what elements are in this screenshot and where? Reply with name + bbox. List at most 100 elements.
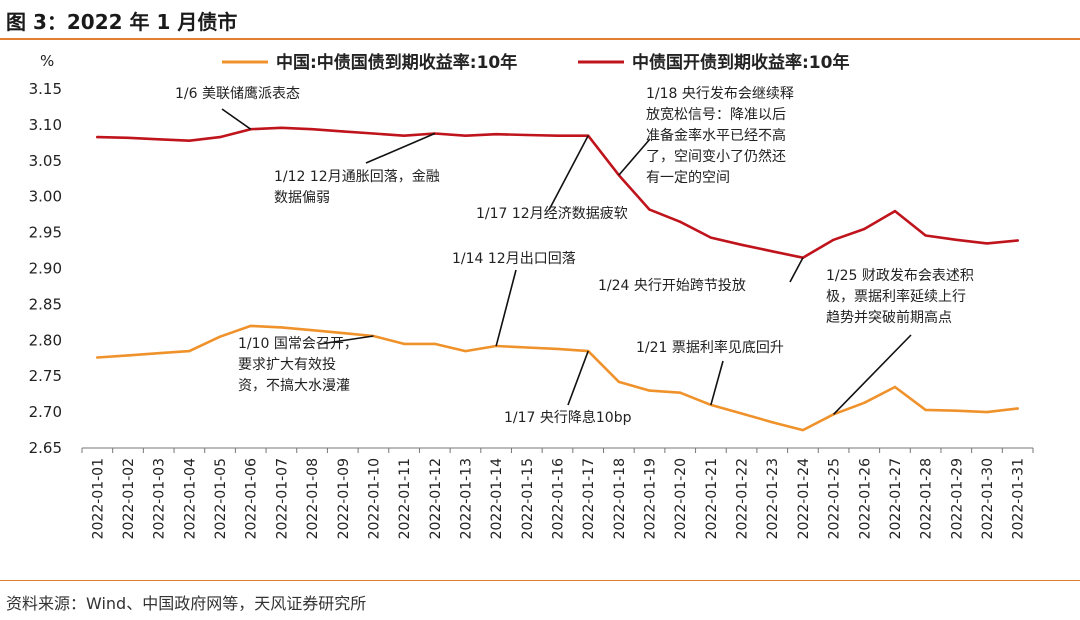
annotation-line: 趋势并突破前期高点	[826, 309, 952, 326]
annotation-line: 1/6 美联储鹰派表态	[175, 86, 300, 102]
figure-title: 图 3：2022 年 1 月债市	[6, 10, 238, 34]
data-point	[310, 329, 314, 332]
annotation-leader	[221, 108, 252, 130]
x-tick-label: 2022-01-17	[581, 458, 597, 539]
x-axis: 2022-01-01 2022-01-02 2022-01-03 2022-01-04…	[81, 447, 1034, 539]
x-tick-label: 2022-01-22	[735, 458, 751, 539]
x-tick-label: 2022-01-11	[397, 458, 413, 539]
data-point	[433, 342, 436, 346]
x-tick-label: 2022-01-06	[244, 458, 260, 539]
data-point	[280, 326, 283, 329]
data-point	[771, 250, 774, 253]
annotation-leader	[365, 132, 436, 164]
x-tick-label: 2022-01-30	[980, 458, 996, 539]
y-tick-label: 2.80	[29, 331, 62, 349]
data-point	[402, 134, 406, 137]
top-rule	[0, 38, 1080, 40]
annotation-line: 1/21 票据利率见底回升	[636, 339, 784, 356]
annotation-text: 1/25 财政发布会表述积极，票据利率延续上行趋势并突破前期高点	[826, 268, 974, 326]
data-point	[464, 349, 467, 353]
data-point	[832, 238, 835, 241]
data-point	[157, 138, 160, 141]
x-tick-label: 2022-01-07	[274, 458, 290, 539]
x-tick-label: 2022-01-19	[643, 458, 659, 539]
x-tick-label: 2022-01-03	[152, 458, 168, 539]
y-axis: 3.15 3.10 3.05 3.00 2.95 2.90 2.85 2.80 2.75 2.70…	[29, 80, 62, 457]
data-point	[924, 234, 927, 237]
x-tick-label: 2022-01-21	[704, 458, 720, 539]
x-tick-label: 2022-01-24	[796, 458, 812, 539]
data-point	[218, 335, 222, 338]
data-point	[740, 412, 743, 415]
legend-entry: 中国:中债国债到期收益率:10年	[276, 52, 517, 73]
x-tick-label: 2022-01-04	[182, 458, 198, 539]
annotation-text: 1/6 美联储鹰派表态	[175, 86, 300, 102]
source-note: 资料来源：Wind、中国政府网等，天风证券研究所	[6, 594, 367, 613]
x-tick-label: 2022-01-15	[520, 458, 536, 539]
legend: 中国:中债国债到期收益率:10年 中债国开债到期收益率:10年	[222, 52, 849, 73]
data-point	[494, 133, 498, 136]
legend-entry: 中债国开债到期收益率:10年	[632, 52, 849, 73]
data-point	[402, 342, 406, 346]
y-tick-label: 2.65	[29, 439, 62, 457]
bottom-rule	[0, 580, 1080, 581]
data-point	[709, 236, 713, 239]
x-tick-label: 2022-01-08	[305, 458, 321, 539]
x-tick-label: 2022-01-09	[336, 458, 352, 539]
data-point	[525, 133, 529, 137]
annotation-text: 1/21 票据利率见底回升	[636, 339, 784, 356]
annotation-leader	[833, 334, 912, 415]
y-tick-label: 2.75	[29, 367, 62, 385]
annotation-line: 数据偏弱	[274, 190, 330, 206]
x-tick-label: 2022-01-31	[1011, 458, 1027, 539]
annotation-text: 1/18 央行发布会继续释放宽松信号：降准以后准备金率水平已经不高了，空间变小了…	[646, 85, 794, 186]
annotation-leader	[319, 335, 374, 345]
x-tick-label: 2022-01-29	[949, 458, 965, 539]
data-point	[617, 380, 621, 384]
data-point	[985, 242, 989, 245]
data-point	[96, 356, 99, 359]
annotation-line: 1/18 央行发布会继续释	[646, 85, 794, 102]
x-tick-label: 2022-01-25	[827, 458, 843, 539]
annotation-leader	[789, 257, 804, 283]
data-point	[525, 346, 529, 349]
data-point	[893, 209, 897, 213]
x-tick-label: 2022-01-20	[673, 458, 689, 539]
x-tick-label: 2022-01-10	[366, 458, 382, 539]
annotation-line: 1/14 12月出口回落	[452, 251, 576, 267]
data-point	[126, 354, 130, 357]
data-point	[1016, 407, 1019, 410]
y-tick-label: 2.85	[29, 295, 62, 313]
data-point	[679, 220, 682, 224]
annotation-leader	[618, 138, 651, 176]
annotation-text: 1/17 央行降息10bp	[504, 409, 632, 426]
annotation-line: 1/12 12月通胀回落，金融	[274, 169, 440, 185]
data-point	[924, 408, 927, 412]
data-point	[310, 128, 314, 131]
annotation-line: 要求扩大有效投	[238, 357, 336, 373]
data-point	[648, 389, 651, 392]
annotation-text: 1/12 12月通胀回落，金融数据偏弱	[274, 169, 440, 206]
data-point	[96, 135, 99, 139]
annotation-line: 了，空间变小了仍然还	[646, 148, 786, 165]
annotations: 1/6 美联储鹰派表态 1/12 12月通胀回落，金融数据偏弱 1/18 央行发布会…	[175, 85, 974, 426]
annotation-line: 极，票据利率延续上行	[826, 288, 966, 305]
annotation-text: 1/10 国常会召开， 要求扩大有效投资，不搞大水漫灌	[238, 336, 358, 394]
annotation-line: 资，不搞大水漫灌	[238, 378, 350, 394]
annotation-line: 有一定的空间	[646, 170, 730, 186]
annotation-line: 1/10 国常会召开，	[238, 336, 358, 352]
data-point	[648, 208, 651, 211]
data-point	[372, 132, 375, 135]
annotation-line: 准备金率水平已经不高	[646, 127, 786, 144]
data-point	[740, 243, 743, 247]
x-tick-label: 2022-01-23	[765, 458, 781, 539]
data-point	[280, 126, 283, 129]
data-point	[679, 391, 682, 394]
y-tick-label: 2.90	[29, 260, 62, 278]
x-tick-label: 2022-01-01	[90, 458, 106, 539]
data-point	[341, 130, 344, 133]
annotation-line: 1/17 央行降息10bp	[504, 409, 632, 426]
annotation-line: 放宽松信号：降准以后	[646, 106, 786, 123]
annotation-line: 1/24 央行开始跨节投放	[598, 278, 746, 294]
x-tick-label: 2022-01-12	[428, 458, 444, 539]
